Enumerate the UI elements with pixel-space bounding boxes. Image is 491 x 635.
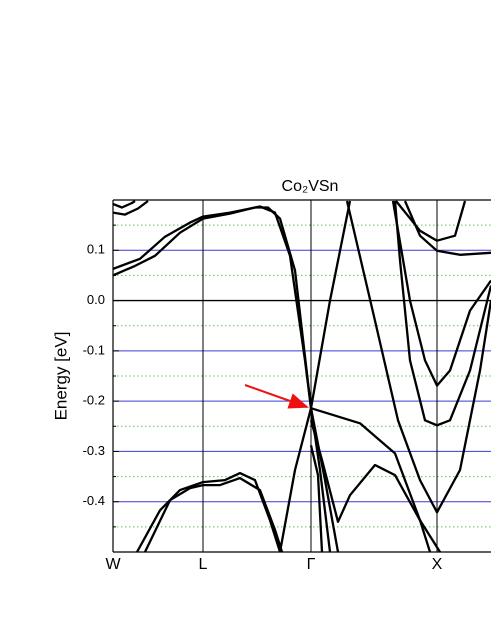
bands	[113, 200, 491, 552]
band	[143, 476, 284, 552]
chart-title: Co₂VSn	[282, 178, 339, 195]
band	[310, 407, 432, 552]
band	[403, 200, 491, 256]
x-tick-label: W	[105, 556, 121, 573]
band	[135, 471, 282, 552]
y-tick-label: -0.1	[83, 342, 105, 357]
y-axis-label: Energy [eV]	[51, 332, 70, 421]
y-tick-label: 0.1	[87, 242, 105, 257]
band	[391, 200, 491, 387]
band	[309, 419, 441, 552]
y-tick-label: 0.0	[87, 292, 105, 307]
x-tick-label: X	[432, 556, 443, 573]
band	[395, 200, 467, 242]
y-tick-label: -0.2	[83, 393, 105, 408]
band	[393, 200, 491, 427]
y-tick-label: -0.4	[83, 493, 105, 508]
band	[113, 200, 136, 209]
x-tick-label: Γ	[307, 556, 316, 573]
band	[113, 206, 340, 552]
arrow	[244, 384, 309, 409]
band	[309, 445, 324, 552]
band	[113, 205, 332, 552]
band	[345, 200, 491, 514]
y-tick-label: -0.3	[83, 443, 105, 458]
x-tick-label: L	[199, 556, 208, 573]
band	[113, 200, 149, 216]
axes: 0.1 0.0 -0.1 -0.2 -0.3 -0.4 W L Γ X	[83, 199, 491, 573]
